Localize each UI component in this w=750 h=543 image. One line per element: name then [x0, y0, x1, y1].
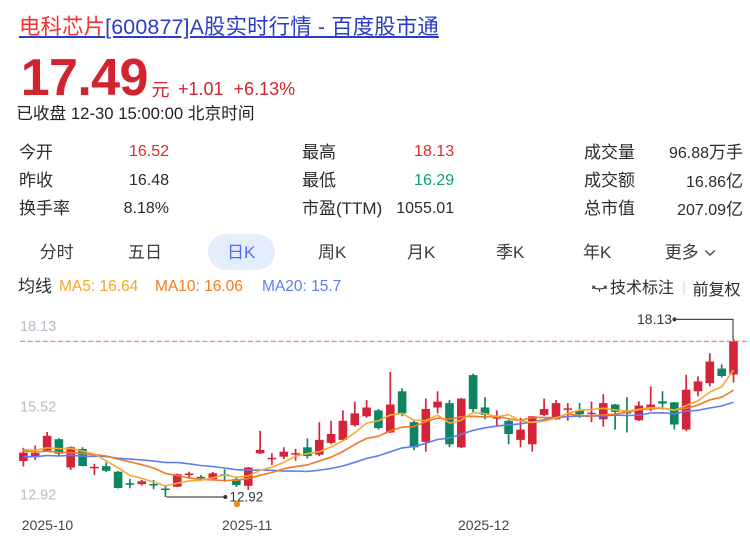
svg-text:2025-11: 2025-11: [222, 517, 273, 533]
svg-text:15.52: 15.52: [20, 400, 56, 416]
svg-text:12.92: 12.92: [230, 490, 264, 505]
svg-text:12.92: 12.92: [20, 488, 56, 504]
svg-text:18.13: 18.13: [20, 319, 56, 335]
svg-text:2025-12: 2025-12: [458, 517, 510, 533]
svg-text:2025-10: 2025-10: [22, 517, 74, 533]
svg-text:18.13: 18.13: [637, 311, 672, 327]
